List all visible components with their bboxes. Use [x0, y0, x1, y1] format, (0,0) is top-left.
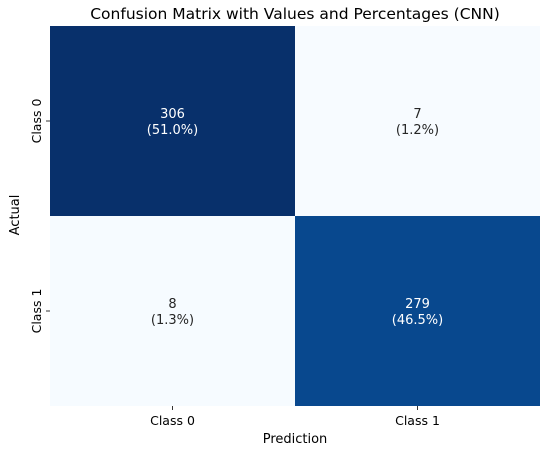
x-tick-label-1: Class 1 [395, 413, 440, 428]
cell-value-r0-c0: 306 [160, 107, 185, 122]
y-axis-ticks: Class 0 Class 1 [29, 99, 50, 334]
chart-title: Confusion Matrix with Values and Percent… [90, 5, 500, 23]
cell-value-r1-c0: 8 [168, 297, 176, 312]
cell-percentage-r0-c0: (51.0%) [147, 123, 198, 138]
cell-value-r1-c1: 279 [405, 297, 430, 312]
cell-value-r0-c1: 7 [413, 107, 421, 122]
x-axis-ticks: Class 0 Class 1 [150, 406, 440, 428]
heatmap-cell-r0-c1 [295, 26, 540, 216]
heatmap-cell-r0-c0 [50, 26, 295, 216]
heatmap-cell-r1-c0 [50, 216, 295, 406]
cell-percentage-r0-c1: (1.2%) [396, 123, 439, 138]
x-tick-label-0: Class 0 [150, 413, 195, 428]
x-axis-label: Prediction [263, 432, 328, 447]
y-tick-label-1: Class 1 [29, 289, 44, 334]
cell-percentage-r1-c0: (1.3%) [151, 313, 194, 328]
heatmap-cells [50, 26, 540, 406]
y-axis-label: Actual [8, 195, 23, 236]
y-tick-label-0: Class 0 [29, 99, 44, 144]
cell-percentage-r1-c1: (46.5%) [392, 313, 443, 328]
cell-annotations: 306(51.0%) 7(1.2%) 8(1.3%) 279(46.5%) [147, 107, 443, 328]
heatmap-cell-r1-c1 [295, 216, 540, 406]
